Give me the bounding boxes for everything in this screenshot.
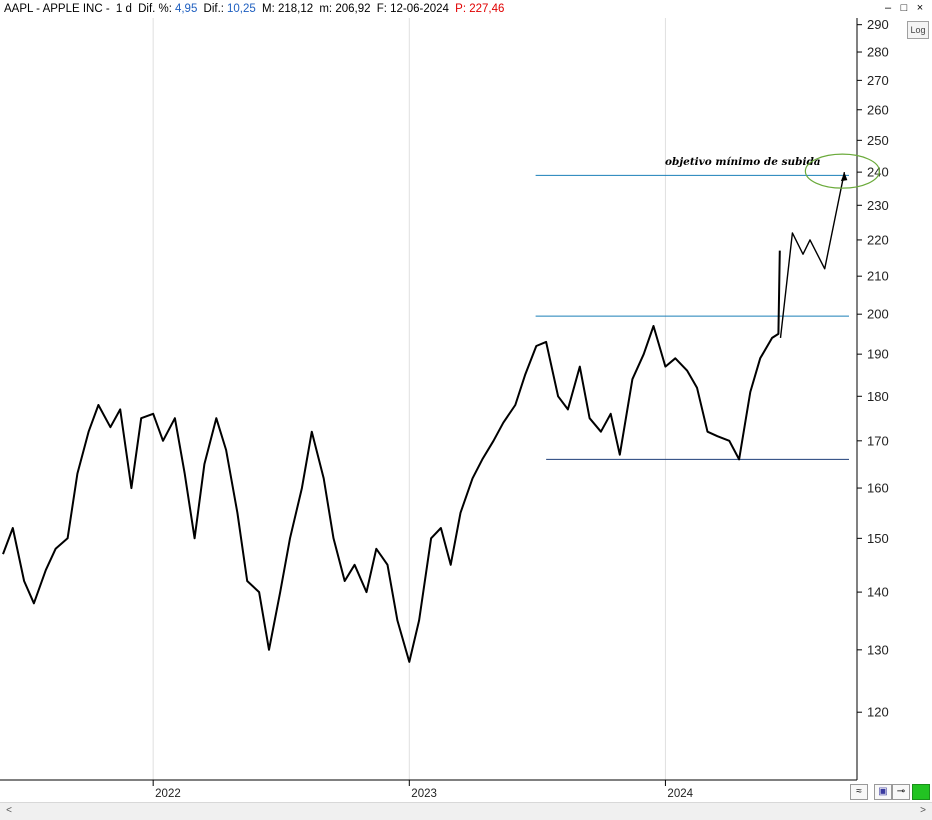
save-icon[interactable]: ▣ bbox=[874, 784, 892, 800]
y-tick-label: 230 bbox=[867, 198, 889, 213]
y-tick-label: 180 bbox=[867, 389, 889, 404]
chart-area[interactable]: 120 130 140 150 160 170 180 190 200 210 220 230 240 2… bbox=[0, 18, 932, 820]
y-tick-label: 120 bbox=[867, 705, 889, 720]
scroll-left-icon[interactable]: < bbox=[6, 805, 12, 816]
y-tick-label: 150 bbox=[867, 531, 889, 546]
green-status-icon[interactable] bbox=[912, 784, 930, 800]
y-tick-label: 160 bbox=[867, 481, 889, 496]
grid bbox=[152, 18, 666, 780]
y-tick-label: 290 bbox=[867, 18, 889, 32]
quote-info: AAPL - APPLE INC - 1 d Dif. %: 4,95 Dif.:… bbox=[4, 0, 507, 18]
y-tick-label: 130 bbox=[867, 642, 889, 657]
x-axis: 2022 2023 2024 bbox=[0, 779, 857, 800]
pin-icon[interactable]: ⊸ bbox=[892, 784, 910, 800]
price-label: P: 227,46 bbox=[455, 3, 505, 15]
y-tick-label: 220 bbox=[867, 232, 889, 247]
minimize-button[interactable]: – bbox=[884, 2, 892, 14]
y-tick-label: 250 bbox=[867, 133, 889, 148]
y-tick-label: 270 bbox=[867, 73, 889, 88]
x-tick-label: 2024 bbox=[667, 788, 693, 800]
y-tick-label: 200 bbox=[867, 307, 889, 322]
horizontal-lines bbox=[535, 174, 849, 460]
annotation-group: objetivo mínimo de subida bbox=[665, 153, 880, 189]
horizontal-scrollbar[interactable]: < > bbox=[0, 802, 932, 819]
x-tick-label: 2023 bbox=[411, 788, 437, 800]
price-chart[interactable]: 120 130 140 150 160 170 180 190 200 210 220 230 240 2… bbox=[0, 18, 932, 802]
dif-label: Dif.: bbox=[203, 3, 224, 15]
dif-pct-value: 4,95 bbox=[174, 3, 198, 15]
y-axis: 120 130 140 150 160 170 180 190 200 210 220 230 240 2… bbox=[856, 18, 889, 780]
chart-header: AAPL - APPLE INC - 1 d Dif. %: 4,95 Dif.:… bbox=[0, 0, 932, 18]
y-tick-label: 170 bbox=[867, 433, 889, 448]
close-button[interactable]: × bbox=[916, 2, 924, 14]
wave-icon[interactable]: ≈ bbox=[850, 784, 868, 800]
date-label: F: 12-06-2024 bbox=[376, 3, 449, 15]
price-series bbox=[2, 171, 846, 663]
log-scale-button[interactable]: Log bbox=[907, 21, 929, 39]
y-tick-label: 190 bbox=[867, 347, 889, 362]
projection-line bbox=[779, 171, 846, 338]
y-tick-label: 240 bbox=[867, 165, 889, 180]
restore-button[interactable]: □ bbox=[900, 2, 908, 14]
annotation-text: objetivo mínimo de subida bbox=[665, 156, 821, 168]
chart-background bbox=[0, 18, 932, 802]
y-tick-label: 280 bbox=[867, 45, 889, 60]
y-tick-label: 210 bbox=[867, 269, 889, 284]
min-label: m: 206,92 bbox=[319, 3, 371, 15]
y-tick-label: 140 bbox=[867, 585, 889, 600]
symbol-label: AAPL - APPLE INC - bbox=[4, 3, 110, 15]
scroll-right-icon[interactable]: > bbox=[920, 805, 926, 816]
dif-pct-label: Dif. %: bbox=[138, 3, 172, 15]
arrow-head bbox=[840, 172, 848, 182]
price-line bbox=[2, 250, 781, 663]
max-label: M: 218,12 bbox=[261, 3, 314, 15]
target-ellipse bbox=[804, 153, 880, 189]
x-tick-label: 2022 bbox=[155, 788, 181, 800]
y-tick-label: 260 bbox=[867, 102, 889, 117]
interval-label: 1 d bbox=[115, 3, 132, 15]
dif-value: 10,25 bbox=[227, 3, 256, 15]
